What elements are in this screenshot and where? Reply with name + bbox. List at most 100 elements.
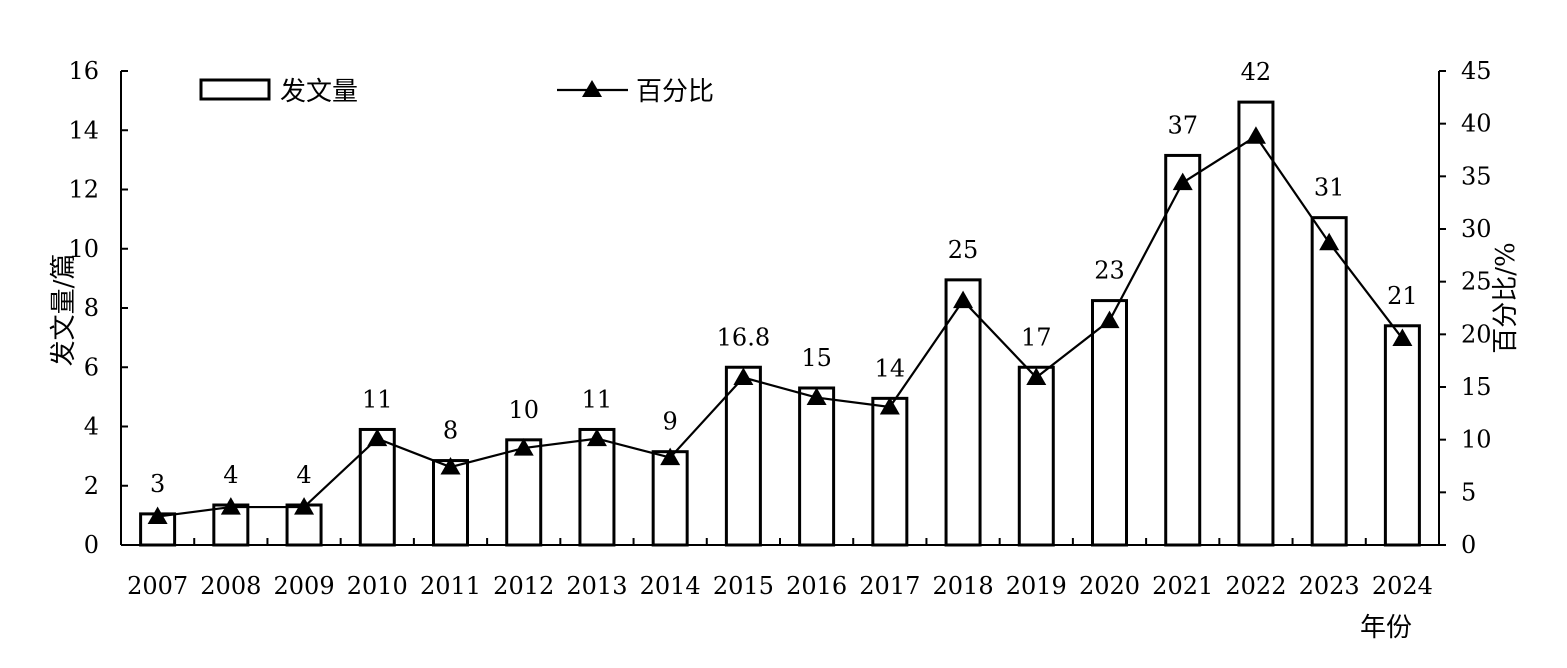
data-label-2011: 8: [443, 417, 458, 445]
x-tick-label: 2019: [1006, 572, 1067, 600]
percentage-marker-2022: [1245, 126, 1266, 144]
y-left-axis-title: 发文量/篇: [49, 254, 79, 367]
x-tick-label: 2023: [1299, 572, 1360, 600]
percentage-series-line: [157, 134, 1404, 518]
y-right-tick-label: 45: [1461, 57, 1492, 85]
y-right-tick-label: 15: [1461, 373, 1492, 401]
y-right-tick-label: 25: [1461, 268, 1492, 296]
percentage-marker-2016: [806, 387, 827, 406]
data-label-2019: 17: [1021, 323, 1052, 351]
x-tick-label: 2007: [127, 572, 188, 600]
x-tick-label: 2015: [713, 572, 774, 600]
bar-2022: [1237, 100, 1275, 547]
data-labels: 3 4 4 11 8 10 11 9 16.8 15 14 25 17 23 37 42 31 21: [150, 58, 1418, 498]
percentage-marker-2017: [879, 397, 900, 415]
percentage-marker-2024: [1392, 328, 1413, 347]
percentage-marker-2018: [953, 290, 974, 309]
bar-2019: [1017, 365, 1055, 547]
y-left-tick-label: 8: [84, 294, 99, 322]
y-left-tick-label: 12: [68, 176, 99, 204]
x-tick-label: 2020: [1079, 572, 1140, 600]
data-label-2014: 9: [663, 408, 678, 436]
percentage-marker-2008: [220, 497, 241, 515]
percentage-marker-2023: [1319, 232, 1340, 251]
legend-bar-label: 发文量: [280, 77, 358, 107]
data-label-2010: 11: [362, 385, 393, 413]
bar-2020: [1091, 299, 1128, 547]
axes: 0 2 4 6 8 10 12 14 16 0 5 10 15 20 25 30 35 40 45 2007 2008 2…: [49, 57, 1521, 643]
bar-2023: [1310, 216, 1348, 547]
x-tick-label: 2014: [640, 572, 701, 600]
percentage-marker-2020: [1099, 310, 1120, 329]
data-label-2022: 42: [1241, 58, 1272, 86]
x-tick-label: 2012: [493, 572, 554, 600]
bar-2013: [578, 427, 616, 547]
data-label-2012: 10: [508, 396, 539, 424]
bar-2016: [798, 386, 836, 547]
y-right-tick-label: 0: [1461, 531, 1476, 559]
bar-2015: [724, 365, 762, 547]
y-left-tick-label: 0: [84, 531, 99, 559]
y-left-tick-label: 10: [68, 235, 99, 263]
percentage-marker-2009: [294, 497, 315, 515]
legend: 发文量 百分比: [199, 77, 714, 107]
data-label-2015: 16.8: [717, 323, 770, 351]
y-right-tick-label: 10: [1461, 426, 1492, 454]
percentage-marker-2021: [1172, 172, 1193, 191]
x-tick-label: 2024: [1372, 572, 1433, 600]
bar-2011: [432, 459, 469, 547]
legend-triangle-icon: [582, 80, 602, 97]
x-tick-label: 2022: [1225, 572, 1286, 600]
y-left-tick-label: 4: [84, 413, 99, 441]
percentage-marker-2012: [513, 438, 534, 456]
bar-2012: [505, 438, 543, 547]
bars: [139, 100, 1421, 547]
x-tick-label: 2021: [1152, 572, 1213, 600]
y-right-tick-label: 20: [1461, 320, 1492, 348]
x-tick-label: 2016: [786, 572, 847, 600]
data-label-2016: 15: [801, 344, 832, 372]
data-label-2007: 3: [150, 470, 165, 498]
bar-2018: [944, 278, 982, 547]
data-label-2008: 4: [223, 461, 238, 489]
percentage-marker-2011: [440, 457, 461, 475]
y-right-axis-title: 百分比/%: [1491, 242, 1521, 353]
y-right-tick-label: 30: [1461, 215, 1492, 243]
x-axis-title: 年份: [1360, 613, 1412, 643]
data-label-2013: 11: [582, 385, 613, 413]
x-tick-label: 2018: [933, 572, 994, 600]
y-left-tick-label: 16: [68, 57, 99, 85]
percentage-line: [147, 126, 1413, 525]
y-right-tick-label: 40: [1461, 110, 1492, 138]
y-left-tick-label: 2: [84, 472, 99, 500]
data-label-2017: 14: [875, 354, 906, 382]
percentage-marker-2019: [1026, 367, 1047, 386]
data-label-2020: 23: [1094, 257, 1125, 285]
x-tick-label: 2017: [859, 572, 920, 600]
x-tick-label: 2009: [274, 572, 335, 600]
x-tick-label: 2010: [347, 572, 408, 600]
data-label-2018: 25: [948, 236, 979, 264]
bar-2017: [871, 396, 909, 547]
y-left-tick-label: 6: [84, 353, 99, 381]
bar-2014: [651, 450, 689, 547]
percentage-marker-2014: [660, 447, 681, 466]
data-label-2023: 31: [1314, 174, 1345, 202]
x-tick-label: 2008: [200, 572, 261, 600]
x-tick-label: 2011: [420, 572, 481, 600]
percentage-marker-2007: [147, 506, 168, 525]
legend-bar-swatch: [199, 78, 271, 101]
bar-2021: [1164, 153, 1202, 547]
percentage-marker-2010: [367, 428, 388, 447]
bar-2010: [358, 427, 396, 547]
y-left-tick-label: 14: [68, 116, 99, 144]
legend-line-label: 百分比: [636, 77, 714, 107]
y-right-tick-label: 5: [1461, 478, 1476, 506]
data-label-2021: 37: [1167, 111, 1198, 139]
data-label-2024: 21: [1387, 282, 1418, 310]
bar-2024: [1383, 324, 1421, 547]
x-tick-label: 2013: [566, 572, 627, 600]
percentage-marker-2013: [586, 428, 607, 447]
data-label-2009: 4: [296, 461, 311, 489]
